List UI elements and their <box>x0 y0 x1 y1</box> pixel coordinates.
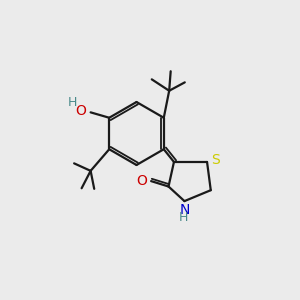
Text: N: N <box>180 203 190 217</box>
Text: H: H <box>178 212 188 224</box>
Text: O: O <box>136 173 147 188</box>
Text: H: H <box>67 96 77 109</box>
Text: O: O <box>75 103 86 118</box>
Text: S: S <box>211 153 220 166</box>
